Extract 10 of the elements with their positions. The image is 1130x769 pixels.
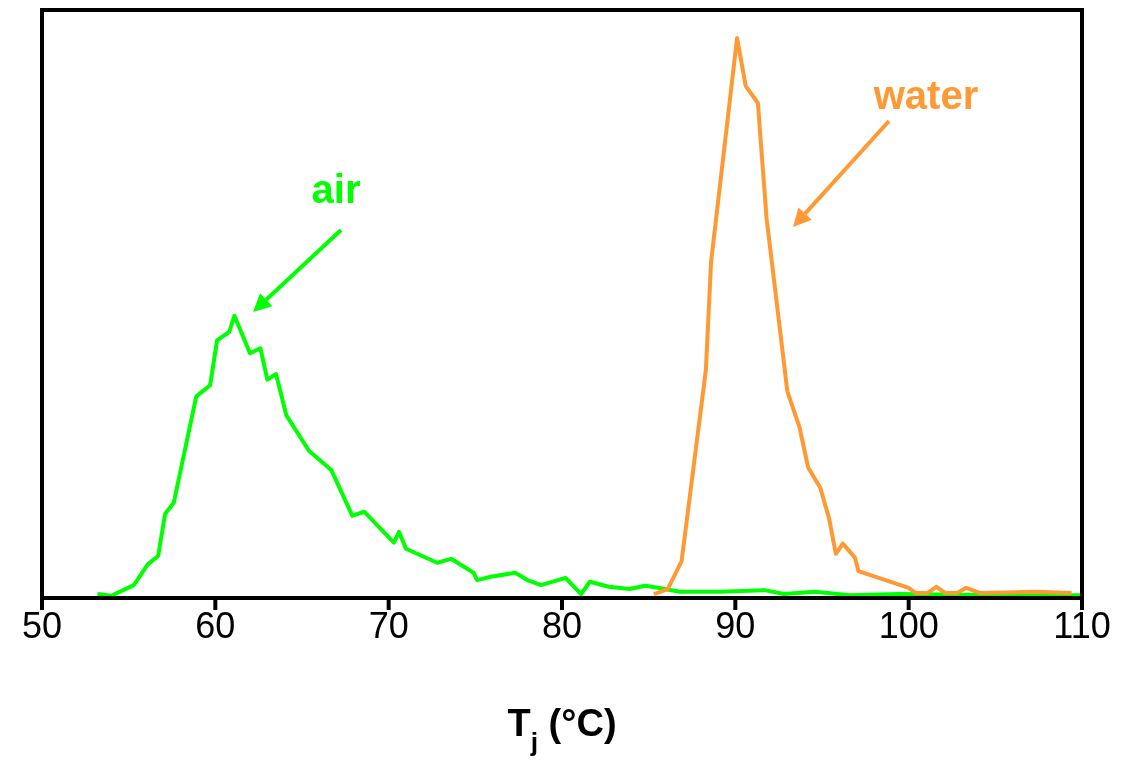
- text: air: [311, 167, 361, 211]
- x-axis-title: T$_{j}$ (°C): [507, 702, 617, 757]
- text: water: [872, 73, 979, 117]
- x-tick-label: 100: [878, 604, 939, 646]
- x-tick-label: 60: [195, 604, 236, 646]
- x-tick-label: 110: [1053, 604, 1111, 646]
- x-tick-label: 70: [368, 604, 409, 646]
- x-tick-label: 50: [21, 604, 63, 646]
- x-tick-label: 90: [715, 604, 756, 646]
- x-tick-label: 80: [541, 604, 583, 646]
